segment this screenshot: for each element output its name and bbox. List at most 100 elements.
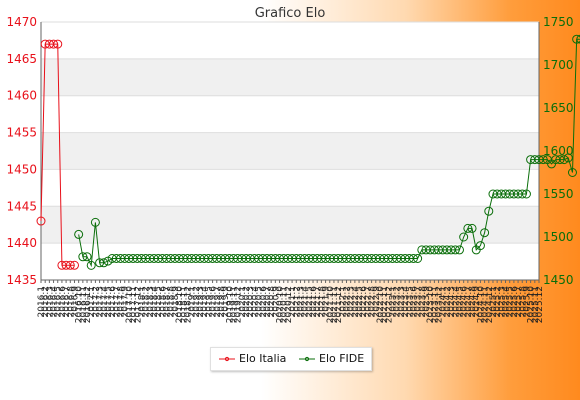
x-tick-label: 2016.9: [70, 286, 80, 318]
x-tick-label: 2025.4: [502, 286, 512, 318]
x-tick-label: 2024.8: [468, 286, 478, 318]
x-tick-label: 2023.12: [435, 286, 445, 323]
chart-title: Grafico Elo: [255, 6, 326, 21]
x-tick-label: 2022.8: [368, 286, 378, 318]
x-tick-label: 2024.11: [481, 286, 491, 323]
x-tick-label: 2022.1: [338, 286, 348, 318]
x-tick-label: 2025.10: [527, 286, 537, 323]
x-tick-label: 2016.5: [54, 286, 64, 318]
x-tick-label: 2018.11: [179, 286, 189, 323]
x-tick-label: 2018.4: [150, 286, 160, 318]
x-tick-label: 2016.10: [75, 286, 85, 323]
x-tick-label: 2016.11: [79, 286, 89, 323]
x-tick-label: 2019.2: [192, 286, 202, 318]
x-tick-label: 2021.6: [309, 286, 319, 318]
x-tick-label: 2017.6: [108, 286, 118, 318]
y-left-tick-label: 1435: [6, 273, 37, 287]
x-tick-label: 2019.1: [188, 286, 198, 318]
x-tick-label: 2020.7: [263, 286, 273, 318]
y-left-tick-label: 1440: [6, 236, 37, 250]
x-tick-label: 2017.3: [96, 286, 106, 318]
x-tick-label: 2018.10: [175, 286, 185, 323]
data-point: [90, 217, 100, 227]
x-tick-label: 2018.5: [154, 286, 164, 318]
x-tick-label: 2024.12: [485, 286, 495, 323]
data-point: [454, 245, 464, 255]
x-tick-label: 2023.5: [405, 286, 415, 318]
data-point: [463, 223, 473, 233]
x-tick-label: 2019.8: [217, 286, 227, 318]
legend-swatch-elo-fide: [299, 356, 315, 362]
x-tick-label: 2021.2: [292, 286, 302, 318]
data-point: [49, 39, 59, 49]
data-point: [555, 155, 565, 165]
x-tick-label: 2022.10: [376, 286, 386, 323]
x-tick-label: 2023.7: [414, 286, 424, 318]
data-point: [517, 189, 527, 199]
x-tick-label: 2023.3: [397, 286, 407, 318]
x-tick-label: 2018.2: [142, 286, 152, 318]
grid-band: [41, 58, 539, 96]
x-tick-label: 2024.9: [472, 286, 482, 318]
y-left-tick-label: 1465: [6, 52, 37, 66]
series-elo-italia: [36, 39, 79, 270]
x-tick-label: 2023.1: [389, 286, 399, 318]
data-point: [480, 228, 490, 238]
data-point: [576, 34, 580, 44]
x-tick-label: 2021.5: [305, 286, 315, 318]
x-tick-label: 2018.9: [171, 286, 181, 318]
y-right-tick-label: 1750: [543, 15, 574, 29]
x-tick-label: 2018.8: [167, 286, 177, 318]
x-tick-label: 2016.8: [66, 286, 76, 318]
x-tick-label: 2019.3: [196, 286, 206, 318]
y-right-tick-label: 1450: [543, 273, 574, 287]
y-right-tick-label: 1700: [543, 58, 574, 72]
data-point: [65, 260, 75, 270]
y-left-tick-label: 1445: [6, 199, 37, 213]
x-tick-label: 2020.12: [284, 286, 294, 323]
x-tick-label: 2024.6: [460, 286, 470, 318]
x-tick-label: 2020.11: [280, 286, 290, 323]
x-tick-label: 2017.7: [112, 286, 122, 318]
y-left-tick-label: 1450: [6, 162, 37, 176]
x-tick-label: 2016.6: [58, 286, 68, 318]
x-tick-label: 2021.8: [317, 286, 327, 318]
x-tick-label: 2025.1: [489, 286, 499, 318]
x-tick-label: 2017.12: [133, 286, 143, 323]
x-axis: 2016.12016.22016.32016.42016.52016.62016…: [37, 280, 545, 323]
data-point: [69, 260, 79, 270]
x-tick-label: 2019.6: [209, 286, 219, 318]
legend-swatch-elo-italia: [219, 356, 235, 362]
x-tick-label: 2024.10: [476, 286, 486, 323]
x-tick-label: 2024.3: [447, 286, 457, 318]
x-tick-label: 2020.4: [250, 286, 260, 318]
y-left-tick-label: 1460: [6, 89, 37, 103]
x-tick-label: 2021.9: [322, 286, 332, 318]
x-tick-label: 2022.4: [351, 286, 361, 318]
legend-label-elo-italia: Elo Italia: [239, 352, 287, 365]
x-tick-label: 2018.7: [163, 286, 173, 318]
x-tick-label: 2025.5: [506, 286, 516, 318]
data-point: [86, 260, 96, 270]
x-tick-label: 2021.11: [330, 286, 340, 323]
x-tick-label: 2024.2: [443, 286, 453, 318]
grid-band: [41, 206, 539, 244]
data-point: [82, 252, 92, 262]
x-tick-label: 2023.11: [430, 286, 440, 323]
x-tick-label: 2025.11: [531, 286, 541, 323]
x-tick-label: 2017.5: [104, 286, 114, 318]
x-tick-label: 2021.7: [313, 286, 323, 318]
data-point: [538, 155, 548, 165]
series-elo-fide: [74, 34, 580, 270]
x-tick-label: 2025.9: [522, 286, 532, 318]
data-point: [408, 254, 418, 263]
x-tick-label: 2019.5: [204, 286, 214, 318]
x-tick-label: 2016.3: [45, 286, 55, 318]
x-tick-label: 2020.2: [242, 286, 252, 318]
x-tick-label: 2019.12: [234, 286, 244, 323]
x-tick-label: 2024.7: [464, 286, 474, 318]
x-tick-label: 2017.2: [91, 286, 101, 318]
x-tick-label: 2024.5: [455, 286, 465, 318]
